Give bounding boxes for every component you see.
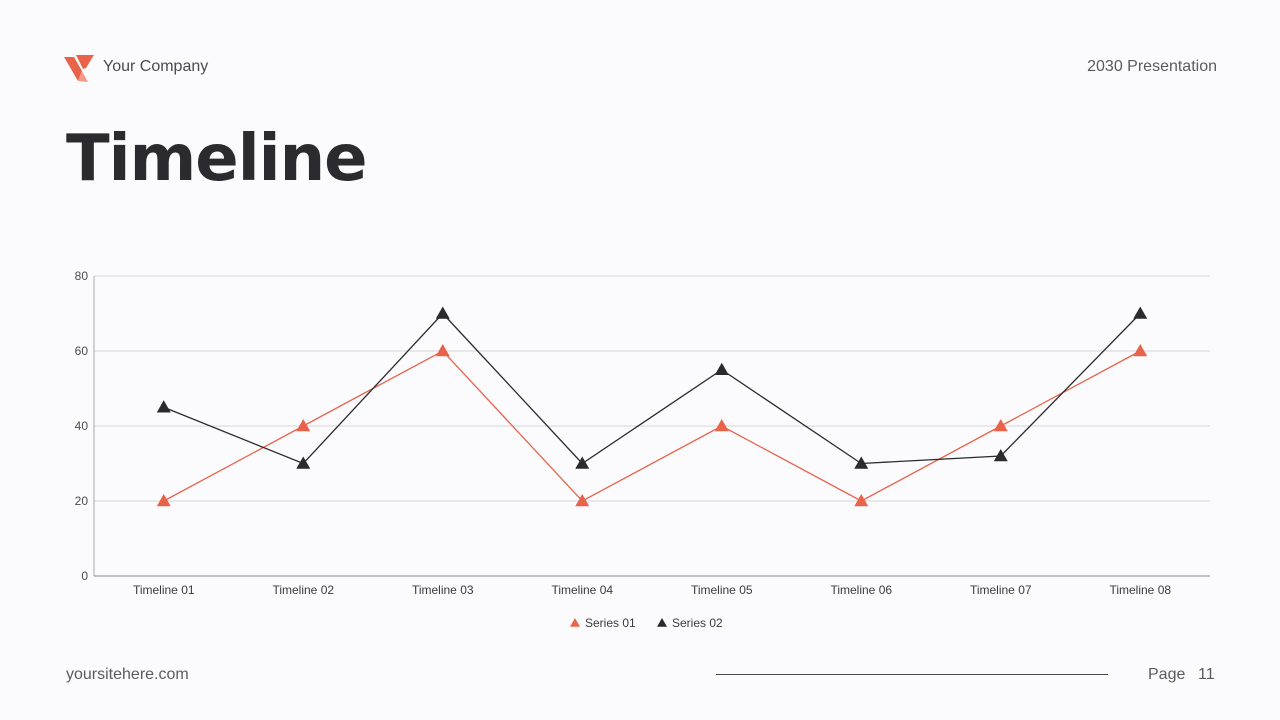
x-tick-label: Timeline 02: [272, 583, 334, 597]
data-point-marker: [296, 419, 311, 432]
page-title: Timeline: [66, 122, 368, 196]
series-line: [163, 312, 1141, 465]
x-tick-label: Timeline 01: [133, 583, 195, 597]
footer-divider: [716, 674, 1108, 675]
data-point-marker: [435, 306, 450, 319]
presentation-label: 2030 Presentation: [1087, 58, 1217, 75]
series-line: [163, 350, 1141, 502]
data-point-marker: [993, 449, 1008, 462]
chart-axes: 0 20 40 60 80 Timeline 01 Timeline 02 Timeline …: [75, 269, 1210, 597]
legend-label-2: Series 02: [672, 616, 723, 630]
data-point-marker: [575, 456, 590, 469]
logo-shape-right: [76, 55, 94, 69]
logo-shape-accent: [78, 71, 88, 82]
data-point-marker: [854, 494, 869, 507]
x-tick-label: Timeline 06: [830, 583, 892, 597]
series-1: [156, 344, 1148, 507]
chart-grid: [94, 275, 1210, 502]
page-label: Page: [1148, 666, 1186, 683]
data-point-marker: [156, 400, 171, 413]
data-point-marker: [993, 419, 1008, 432]
data-point-marker: [714, 362, 729, 375]
data-point-marker: [854, 456, 869, 469]
y-tick-label: 20: [75, 494, 89, 508]
x-tick-label: Timeline 05: [691, 583, 753, 597]
x-tick-label: Timeline 03: [412, 583, 474, 597]
company-logo-icon: [64, 55, 94, 82]
page-number: 11: [1198, 666, 1215, 683]
site-url[interactable]: yoursitehere.com: [66, 666, 189, 683]
data-point-marker: [156, 494, 171, 507]
data-point-marker: [714, 419, 729, 432]
legend-label-1: Series 01: [585, 616, 636, 630]
chart-legend: Series 01 Series 02: [570, 616, 723, 630]
y-tick-label: 80: [75, 269, 89, 283]
x-tick-label: Timeline 07: [970, 583, 1032, 597]
y-tick-label: 40: [75, 419, 89, 433]
data-point-marker: [1133, 344, 1148, 357]
series-2: [156, 306, 1148, 469]
x-tick-label: Timeline 08: [1109, 583, 1171, 597]
chart-series: [156, 306, 1148, 507]
legend-marker-2: [657, 618, 667, 627]
logo-shape-left: [64, 57, 82, 81]
legend-marker-1: [570, 618, 580, 627]
company-name: Your Company: [103, 58, 209, 75]
x-tick-label: Timeline 04: [551, 583, 613, 597]
data-point-marker: [435, 344, 450, 357]
data-point-marker: [296, 456, 311, 469]
data-point-marker: [1133, 306, 1148, 319]
y-tick-label: 60: [75, 344, 89, 358]
y-tick-label: 0: [81, 569, 88, 583]
data-point-marker: [575, 494, 590, 507]
